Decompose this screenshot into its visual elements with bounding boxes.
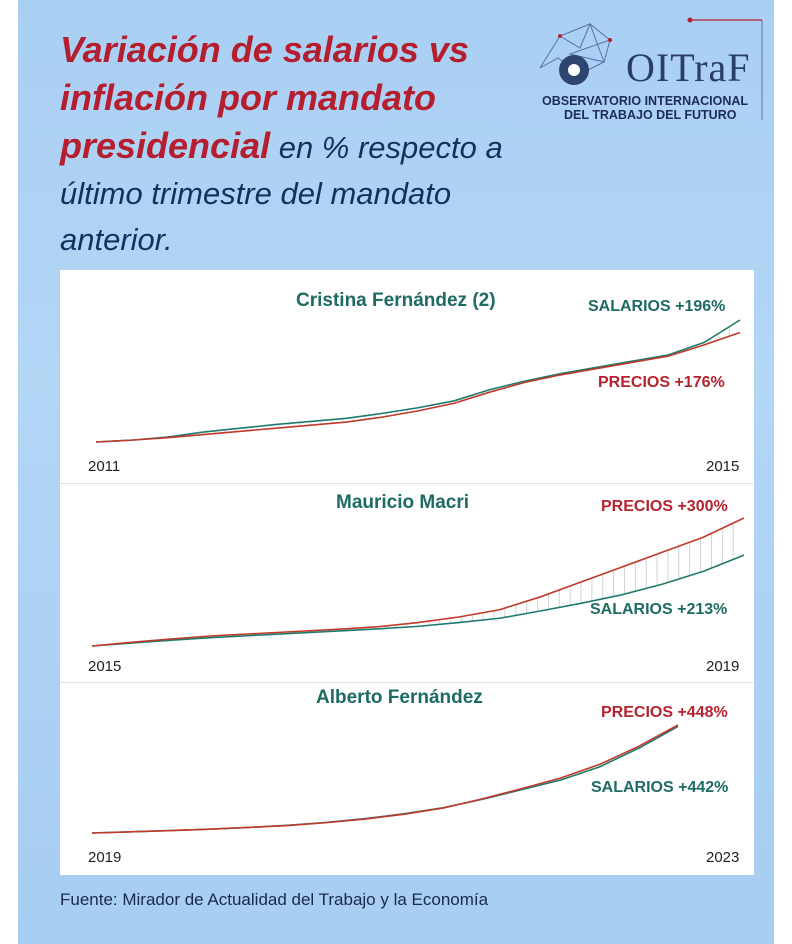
x-end-label: 2019 (706, 658, 740, 675)
series-line-salarios (91, 554, 745, 647)
infographic-card: Variación de salarios vs inflación por m… (18, 0, 774, 944)
network-gear-icon (539, 17, 763, 120)
title-light: en % respecto a último trimestre del man… (60, 130, 503, 257)
page-title: Variación de salarios vs inflación por m… (60, 30, 530, 266)
source-note: Fuente: Mirador de Actualidad del Trabaj… (60, 890, 489, 909)
logo-wordmark: OITraF (626, 45, 751, 90)
x-end-label: 2015 (706, 458, 740, 475)
x-end-label: 2023 (706, 849, 740, 866)
x-start-label: 2019 (88, 849, 122, 866)
chart-plot-alberto (91, 724, 679, 834)
salarios-label: SALARIOS +196% (588, 298, 726, 315)
logo-line-2: DEL TRABAJO DEL FUTURO (564, 108, 737, 122)
title-bold: Variación de salarios vs inflación por m… (60, 29, 469, 166)
chart-cristina: Cristina Fernández (2) SALARIOS +196% PR… (60, 270, 754, 476)
divider (60, 682, 754, 683)
chart-macri: Mauricio Macri PRECIOS +300% SALARIOS +2… (60, 484, 754, 684)
salarios-label: SALARIOS +442% (591, 779, 729, 796)
chart-title: Alberto Fernández (316, 687, 483, 708)
x-start-label: 2011 (88, 458, 121, 475)
chart-title: Mauricio Macri (336, 492, 470, 513)
chart-plot-cristina (95, 319, 741, 443)
precios-label: PRECIOS +176% (598, 374, 725, 391)
series-line-salarios (95, 319, 741, 443)
x-start-label: 2015 (88, 658, 122, 675)
logo-line-1: OBSERVATORIO INTERNACIONAL (542, 94, 749, 108)
precios-label: PRECIOS +300% (601, 498, 728, 515)
oitraf-logo: OITraF OBSERVATORIO INTERNACIONAL DEL TR… (530, 14, 766, 134)
precios-label: PRECIOS +448% (601, 704, 728, 721)
chart-title: Cristina Fernández (2) (296, 290, 496, 311)
charts-panel: Cristina Fernández (2) SALARIOS +196% PR… (60, 270, 754, 875)
series-line-precios (95, 331, 741, 443)
chart-plot-macri (91, 517, 745, 647)
series-line-precios (91, 517, 745, 647)
salarios-label: SALARIOS +213% (590, 601, 728, 618)
chart-alberto: Alberto Fernández PRECIOS +448% SALARIOS… (60, 683, 754, 875)
divider (60, 483, 754, 484)
series-line-precios (91, 724, 679, 834)
